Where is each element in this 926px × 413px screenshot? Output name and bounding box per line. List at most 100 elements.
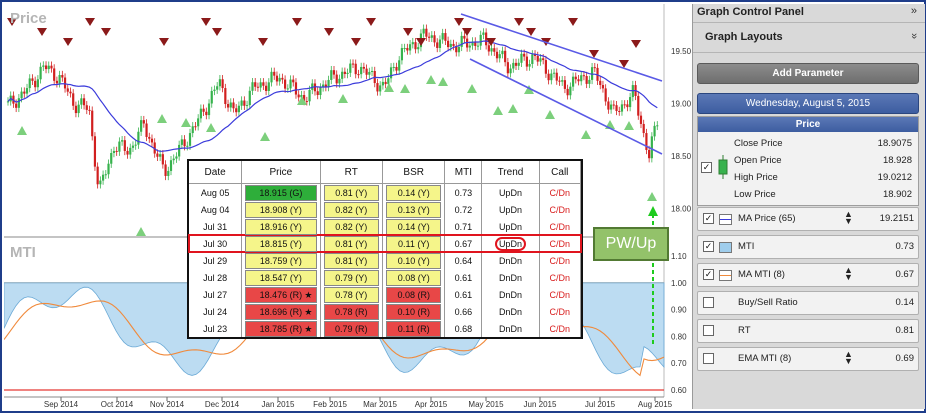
divider [693,52,925,53]
divider [693,22,925,23]
price-checkbox[interactable]: ✓ [701,162,712,173]
trend-cell: DnDn [481,252,540,269]
table-row[interactable]: Jul 31 18.916 (Y) 0.82 (Y) 0.14 (Y) 0.71 UpDn… [189,218,582,235]
candle-body [389,67,393,79]
candle-body [544,60,547,74]
candle-body [457,46,461,53]
parameter-checkbox[interactable]: ✓ [703,213,714,224]
period-stepper-icon[interactable]: ▲ ▼ [844,265,853,282]
parameter-value: 0.67 [895,269,915,280]
price-cell: 18.696 (R) ★ [241,303,321,320]
candle-body [327,79,330,88]
price-cell: 18.547 (Y) [241,269,321,286]
candle-body [574,76,577,80]
table-row[interactable]: Jul 30 18.815 (Y) 0.81 (Y) 0.11 (Y) 0.67 UpDn… [188,234,582,253]
candle-body [398,60,401,71]
parameter-row[interactable]: ✓ MA MTI (8) ▲ ▼ 0.67 [697,263,919,287]
call-cell: C/Dn [539,269,582,286]
candle-body [205,111,208,116]
open-price-value: 18.928 [882,155,912,166]
candle-body [615,105,618,111]
mti-panel-label: MTI [10,244,36,261]
price-signal: 18.785 (R) ★ [245,320,317,337]
candle-body [50,65,53,69]
candle-body [577,79,580,82]
parameter-checkbox[interactable]: ✓ [703,241,714,252]
x-tick-label: May 2015 [468,400,504,409]
collapse-panel-icon[interactable]: » [910,5,917,17]
table-row[interactable]: Jul 28 18.547 (Y) 0.79 (Y) 0.08 (Y) 0.61 DnDn… [189,269,582,286]
candle-body [88,109,91,111]
sell-signal-icon [292,18,302,26]
parameter-value: 0.14 [895,297,915,308]
candle-body [452,43,455,47]
add-parameter-button[interactable]: Add Parameter [697,63,919,84]
pw-up-annotation: PW/Up [593,227,669,261]
parameter-row[interactable]: Buy/Sell Ratio 0.14 [697,291,919,315]
x-tick-label: Mar 2015 [363,400,397,409]
period-stepper-icon[interactable]: ▲ ▼ [844,349,853,366]
table-row[interactable]: Jul 29 18.759 (Y) 0.81 (Y) 0.10 (Y) 0.64 DnDn… [189,252,582,269]
price-value: 18.815 (Y) [259,238,302,249]
parameter-row[interactable]: EMA MTI (8) ▲ ▼ 0.69 [697,347,919,371]
candle-body [335,74,338,84]
col-trend: Trend [481,161,540,184]
buy-signal-icon [581,130,591,139]
rt-signal: 0.79 (R) [323,320,379,337]
table-row[interactable]: Aug 04 18.908 (Y) 0.82 (Y) 0.13 (Y) 0.72 UpDn… [189,201,582,218]
parameter-checkbox[interactable] [703,353,714,364]
table-row[interactable]: Jul 27 18.476 (R) ★ 0.78 (Y) 0.08 (R) 0.61 DnD… [189,286,582,303]
mti-value: 0.68 [454,323,473,334]
candle-body [284,79,287,89]
candle-body [531,54,534,64]
candle-body [313,83,317,92]
channel-lower-line [469,58,663,155]
candle-body [77,104,80,114]
x-tick-label: Aug 2015 [638,400,673,409]
parameter-row[interactable]: ✓ MTI 0.73 [697,235,919,259]
trend-cell: DnDn [481,269,540,286]
period-stepper-icon[interactable]: ▲ ▼ [844,209,853,226]
call-cell: C/Dn [539,183,582,201]
candle-body [80,98,83,105]
expand-layouts-icon[interactable]: » [907,32,920,40]
parameter-checkbox[interactable] [703,297,714,308]
parameter-row[interactable]: RT 0.81 [697,319,919,343]
candle-body [278,77,281,82]
date-cell: Jul 30 [189,235,243,252]
parameter-checkbox[interactable]: ✓ [703,269,714,280]
table-row[interactable]: Jul 24 18.696 (R) ★ 0.78 (R) 0.10 (R) 0.66 DnD… [189,303,582,320]
pw-up-arrow-icon [648,206,658,216]
series-color-swatch[interactable] [719,214,732,225]
candle-body [656,125,659,127]
table-row[interactable]: Jul 23 18.785 (R) ★ 0.79 (R) 0.11 (R) 0.68 DnD… [189,320,582,337]
sell-signal-icon [212,28,222,36]
candle-body [25,88,29,94]
price-value: 18.915 (G) [259,187,303,198]
parameter-checkbox[interactable] [703,325,714,336]
parameter-row[interactable]: ✓ MA Price (65) ▲ ▼ 19.2151 [697,207,919,231]
series-color-swatch[interactable] [719,270,732,281]
buy-signal-icon [338,94,348,103]
high-price-value: 19.0212 [877,172,912,183]
mti-value: 0.72 [454,204,473,215]
candle-body [145,123,148,137]
parameter-label: Buy/Sell Ratio [738,297,798,308]
candle-body [626,104,629,108]
candle-body [601,85,605,89]
candle-body [368,71,371,75]
candle-body [607,101,610,110]
candle-body [31,78,34,81]
price-group: Price ✓ Close Price 18.9075 Open Price 1… [697,116,919,206]
buy-signal-icon [17,126,27,135]
candle-body [528,63,531,67]
rt-cell: 0.81 (Y) [320,183,383,201]
candle-body [229,102,232,108]
price-cell: 18.815 (Y) [241,235,321,252]
call-value: C/Dn [549,306,571,317]
table-row[interactable]: Aug 05 18.915 (G) 0.81 (Y) 0.14 (Y) 0.73 UpDn… [189,183,582,201]
trend-value: UpDn [498,187,522,198]
series-color-swatch[interactable] [719,242,732,253]
candle-body [490,48,493,52]
graph-layouts-label[interactable]: Graph Layouts [705,31,783,43]
